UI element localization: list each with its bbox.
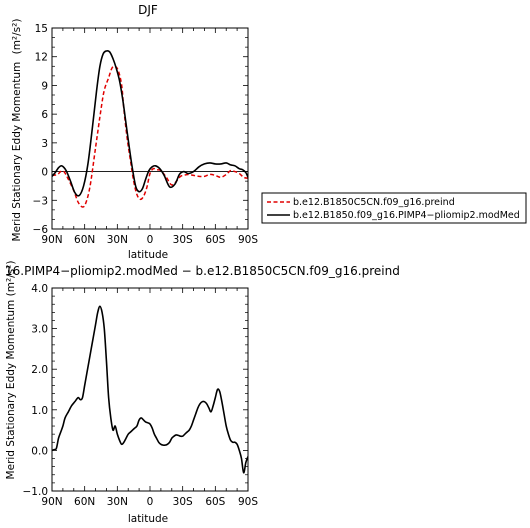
legend-label-exp: b.e12.B1850.f09_g16.PIMP4−pliomip2.modMe… [293, 210, 520, 221]
bottom-xtick-label: 90N [41, 496, 62, 508]
bottom-ytick-label: 3.0 [31, 324, 48, 336]
top-xtick-label: 60S [205, 234, 225, 246]
legend: b.e12.B1850C5CN.f09_g16.preind b.e12.B18… [261, 192, 527, 224]
top-ytick-label: −3 [33, 195, 48, 207]
top-plot-frame [51, 27, 249, 230]
bottom-xtick-label: 0 [147, 496, 154, 508]
top-series-line-0 [52, 65, 248, 208]
bottom-xtick-label: 60S [205, 496, 225, 508]
top-panel-ylabel-text: Merid Stationary Eddy Momentum [11, 62, 23, 242]
legend-box [261, 192, 527, 224]
top-xtick-label: 60N [74, 234, 95, 246]
bottom-xtick-label: 90S [238, 496, 258, 508]
top-panel-xlabel: latitude [128, 249, 168, 261]
bottom-xtick-label: 60N [74, 496, 95, 508]
bottom-xtick-label: 30S [173, 496, 193, 508]
top-xtick-label: 30S [173, 234, 193, 246]
top-ytick-label: 9 [41, 80, 48, 92]
top-ytick-label: 0 [41, 167, 48, 179]
top-panel-ylabel: Merid Stationary Eddy Momentum (m²/s²) [11, 19, 23, 242]
bottom-ytick-label: −1.0 [23, 486, 49, 498]
bottom-panel-ylabel-text: Merid Stationary Eddy Momentum (m²/s²) [5, 261, 17, 480]
top-xtick-label: 0 [147, 234, 154, 246]
bottom-panel: 16.PIMP4−pliomip2.modMed − b.e12.B1850C5… [5, 261, 400, 525]
top-series-line-1 [52, 49, 248, 197]
legend-label-ctrl: b.e12.B1850C5CN.f09_g16.preind [293, 197, 455, 208]
top-xtick-label: 30N [107, 234, 128, 246]
top-ytick-label: 15 [35, 23, 48, 35]
bottom-xtick-label: 30N [107, 496, 128, 508]
bottom-series-line-0 [52, 305, 248, 474]
top-ytick-label: 6 [41, 109, 48, 121]
bottom-ytick-label: 0.0 [31, 445, 48, 457]
svg-text:Merid Stationary Eddy Momentum: Merid Stationary Eddy Momentum (m²/s²) [11, 19, 23, 242]
top-panel-title: DJF [138, 3, 158, 17]
top-panel-ylabel-unit: (m²/s²) [11, 19, 23, 55]
bottom-panel-ylabel: Merid Stationary Eddy Momentum (m²/s²) [5, 261, 17, 480]
bottom-ytick-label: 4.0 [31, 283, 48, 295]
bottom-ytick-label: 2.0 [31, 364, 48, 376]
top-ytick-label: −6 [33, 224, 49, 236]
top-xtick-label: 90N [41, 234, 62, 246]
bottom-ytick-label: 1.0 [31, 405, 48, 417]
top-ytick-label: 12 [35, 52, 48, 64]
top-ytick-label: 3 [41, 138, 48, 150]
bottom-panel-title: 16.PIMP4−pliomip2.modMed − b.e12.B1850C5… [5, 264, 400, 278]
bottom-panel-xlabel: latitude [128, 513, 168, 525]
top-panel: DJF Merid Stationary Eddy Momentum (m²/s… [11, 3, 258, 261]
svg-text:Merid Stationary Eddy Momentum: Merid Stationary Eddy Momentum (m²/s²) [5, 261, 17, 480]
top-xtick-label: 90S [238, 234, 258, 246]
